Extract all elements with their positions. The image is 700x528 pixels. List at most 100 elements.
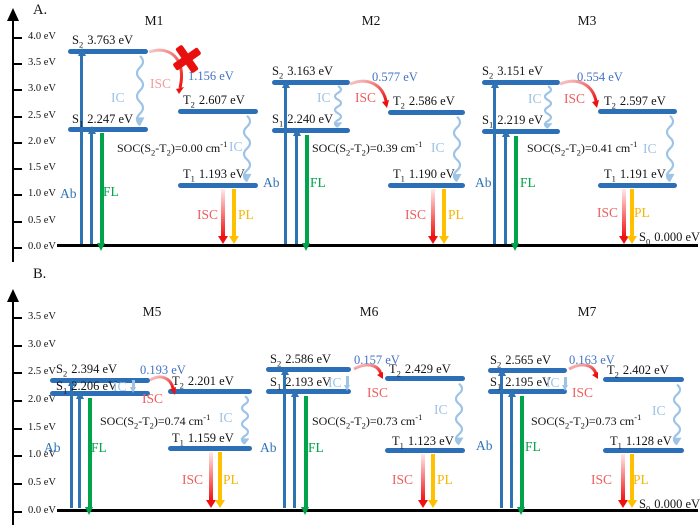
transfer-energy-label: 1.156 eV bbox=[188, 69, 234, 83]
molecule-title: M7 bbox=[577, 304, 597, 319]
t2-level-label: T2 2.402 eV bbox=[607, 363, 669, 380]
axis-arrow-icon bbox=[7, 8, 19, 21]
s1-level-bar bbox=[68, 127, 148, 132]
ic-label: IC bbox=[229, 139, 243, 154]
axis-tick bbox=[13, 37, 22, 39]
transfer-energy-label: 0.577 eV bbox=[372, 70, 418, 84]
ic-label: IC bbox=[328, 375, 342, 390]
fluorescence-arrow bbox=[301, 396, 309, 515]
s1-level-bar bbox=[50, 391, 150, 396]
ic-down-arrow bbox=[343, 376, 349, 391]
phosphorescence-label: PL bbox=[448, 207, 464, 222]
axis-tick-label: 1.0 eV bbox=[28, 449, 56, 460]
axis-tick bbox=[13, 400, 22, 402]
s0-level-label: S0 0.000 eV bbox=[639, 497, 700, 514]
absorption-arrow bbox=[490, 80, 499, 244]
t1-level-label: T1 1.190 eV bbox=[393, 167, 455, 184]
soc-text: SOC(S2-T2)=0.00 cm-1 bbox=[117, 139, 228, 158]
phosphorescence-label: PL bbox=[223, 472, 239, 487]
axis-tick-label: 0.5 eV bbox=[28, 215, 56, 226]
fluorescence-label: FL bbox=[520, 175, 536, 190]
isc-down-arrow bbox=[619, 189, 629, 244]
phosphorescence-arrow bbox=[627, 189, 637, 244]
axis-tick-label: 0.0 eV bbox=[28, 505, 56, 516]
s1-level-bar bbox=[266, 389, 351, 394]
axis-tick bbox=[13, 428, 22, 430]
phosphorescence-label: PL bbox=[634, 205, 650, 220]
ic-label: IC bbox=[528, 91, 542, 106]
t1-level-label: T1 1.193 eV bbox=[183, 167, 245, 184]
s2-level-bar bbox=[266, 367, 351, 372]
transfer-energy-label: 0.193 eV bbox=[140, 363, 186, 377]
ic-wavy-line bbox=[672, 383, 682, 446]
soc-text: SOC(S2-T2)=0.74 cm-1 bbox=[100, 412, 211, 431]
axis-tick-label: 1.5 eV bbox=[28, 422, 56, 433]
axis-tick bbox=[13, 194, 22, 196]
absorption-arrow bbox=[87, 126, 96, 244]
absorption-arrow bbox=[507, 389, 516, 508]
s2-level-label: S2 2.394 eV bbox=[56, 362, 118, 379]
t1-level-bar bbox=[178, 183, 258, 188]
axis-tick bbox=[13, 63, 22, 65]
axis-tick-label: 2.5 eV bbox=[28, 366, 56, 377]
fluorescence-label: FL bbox=[308, 440, 324, 455]
t2-level-label: T2 2.607 eV bbox=[183, 93, 245, 110]
s2-level-bar bbox=[272, 80, 350, 85]
ic-wavy-line bbox=[135, 54, 145, 127]
axis-tick-label: 4.0 eV bbox=[28, 31, 56, 42]
molecule-title: M1 bbox=[144, 13, 164, 28]
ic-wavy-line bbox=[242, 114, 252, 183]
s2-level-bar bbox=[68, 49, 148, 54]
isc-down-arrow bbox=[218, 189, 228, 244]
absorption-arrow bbox=[77, 48, 86, 244]
axis-tick-label: 1.5 eV bbox=[28, 162, 56, 173]
ic-wavy-line bbox=[240, 395, 250, 445]
transfer-energy-label: 0.554 eV bbox=[577, 70, 623, 84]
molecule-title: M2 bbox=[361, 13, 381, 28]
absorption-arrow bbox=[292, 128, 301, 244]
isc-down-arrow bbox=[206, 452, 216, 508]
ic-label: IC bbox=[546, 375, 560, 390]
phosphorescence-arrow bbox=[215, 452, 225, 508]
ic-down-arrow bbox=[561, 377, 567, 391]
phosphorescence-label: PL bbox=[633, 472, 649, 487]
fluorescence-arrow bbox=[97, 133, 105, 251]
axis-tick bbox=[13, 345, 22, 347]
s2-level-bar bbox=[488, 368, 567, 373]
isc-label: ISC bbox=[182, 472, 204, 487]
isc-transfer-arrow bbox=[353, 363, 383, 379]
ic-label: IC bbox=[643, 141, 657, 156]
absorption-arrow bbox=[497, 368, 506, 508]
soc-text: SOC(S2-T2)=0.73 cm-1 bbox=[312, 412, 423, 431]
ground-state-line bbox=[57, 244, 698, 247]
isc-transfer-arrow bbox=[149, 375, 176, 395]
transfer-energy-label: 0.157 eV bbox=[354, 353, 400, 367]
s1-level-label: S1 2.240 eV bbox=[272, 112, 334, 129]
absorption-label: Ab bbox=[475, 175, 492, 190]
axis-tick-label: 0.0 eV bbox=[28, 241, 56, 252]
isc-down-arrow bbox=[428, 189, 438, 244]
absorption-arrow bbox=[281, 80, 290, 244]
ic-wavy-line bbox=[665, 114, 675, 183]
axis-tick bbox=[13, 317, 22, 319]
absorption-arrow bbox=[67, 378, 76, 508]
absorption-label: Ab bbox=[260, 440, 277, 455]
s0-level-label: S0 0.000 eV bbox=[639, 230, 700, 247]
isc-label: ISC bbox=[564, 91, 586, 106]
absorption-label: Ab bbox=[476, 438, 493, 453]
t1-level-bar bbox=[603, 448, 684, 453]
molecule-title: M6 bbox=[359, 304, 379, 319]
t2-level-label: T2 2.429 eV bbox=[389, 362, 451, 379]
ic-label: IC bbox=[652, 403, 666, 418]
axis-tick bbox=[13, 372, 22, 374]
fluorescence-arrow bbox=[511, 136, 519, 251]
ic-label: IC bbox=[431, 140, 445, 155]
phosphorescence-label: PL bbox=[238, 207, 254, 222]
fluorescence-arrow bbox=[302, 135, 310, 251]
isc-label: ISC bbox=[355, 90, 377, 105]
ic-wavy-line bbox=[543, 85, 553, 129]
t2-level-label: T2 2.586 eV bbox=[393, 94, 455, 111]
isc-label: ISC bbox=[150, 76, 172, 91]
s1-level-label: S1 2.195 eV bbox=[490, 375, 552, 392]
axis-tick-label: 3.5 eV bbox=[28, 311, 56, 322]
